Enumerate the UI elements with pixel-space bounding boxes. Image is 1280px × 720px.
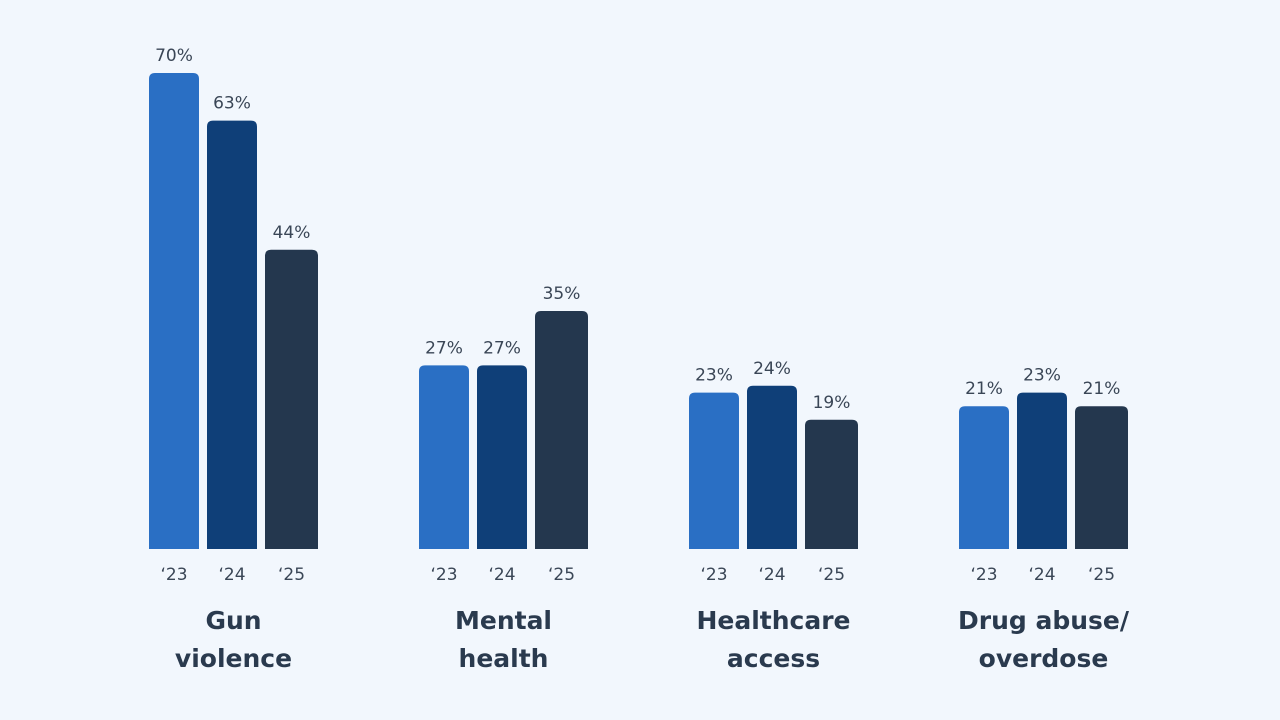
data-label: 19% [813,393,851,413]
category-label: overdose [979,644,1109,673]
year-tick-label: ‘25 [1088,565,1115,585]
bar [805,419,858,549]
bar [265,249,318,550]
year-tick-label: ‘24 [488,565,515,585]
bar [149,73,199,549]
bar [477,365,527,549]
data-label: 21% [1083,379,1121,399]
bar [535,311,588,549]
category-label: access [727,644,820,673]
data-label: 27% [425,338,463,358]
data-label: 63% [213,94,251,114]
category-label: Healthcare [696,606,850,635]
year-tick-label: ‘23 [970,565,997,585]
year-tick-label: ‘25 [818,565,845,585]
bar [1075,406,1128,549]
bar [747,385,797,549]
data-label: 44% [273,223,311,243]
category-label: Drug abuse/ [958,606,1130,635]
category-label: Gun [205,606,261,635]
data-label: 23% [1023,366,1061,386]
data-label: 23% [695,366,733,386]
year-tick-label: ‘24 [218,565,245,585]
year-tick-label: ‘23 [160,565,187,585]
category-label: violence [175,644,292,673]
bar [689,392,739,549]
year-tick-label: ‘23 [430,565,457,585]
year-tick-label: ‘25 [548,565,575,585]
data-label: 35% [543,284,581,304]
bar [1017,392,1067,549]
year-tick-label: ‘23 [700,565,727,585]
bar [207,120,257,549]
category-label: Mental [455,606,552,635]
data-label: 24% [753,359,791,379]
bar [959,406,1009,549]
year-tick-label: ‘24 [1028,565,1055,585]
data-label: 27% [483,338,521,358]
data-label: 70% [155,46,193,66]
year-tick-label: ‘24 [758,565,785,585]
year-tick-label: ‘25 [278,565,305,585]
category-label: health [459,644,549,673]
data-label: 21% [965,379,1003,399]
bar [419,365,469,549]
